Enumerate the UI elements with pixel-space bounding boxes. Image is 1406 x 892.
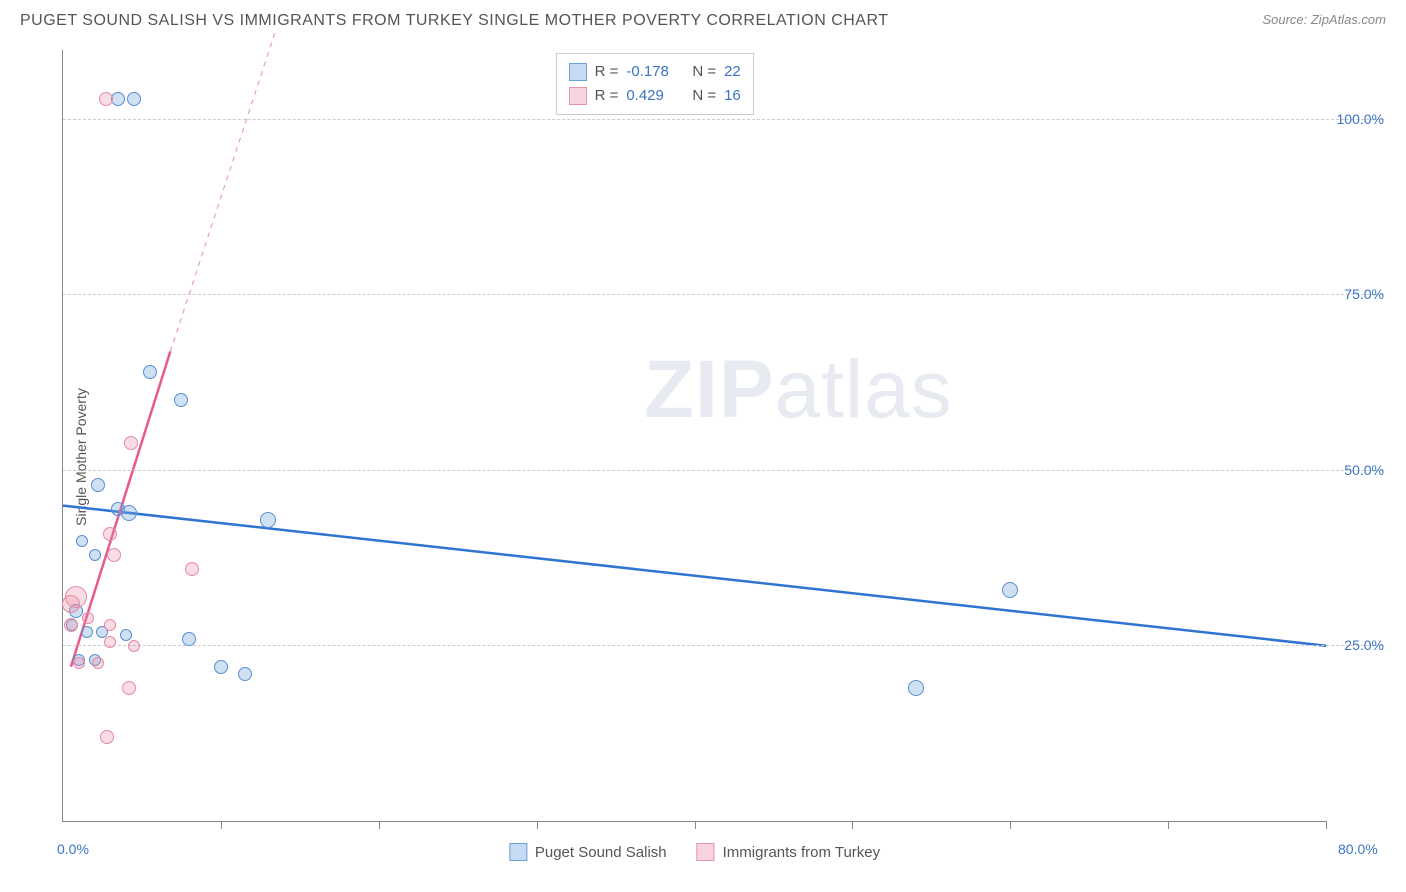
y-tick-label: 100.0% bbox=[1337, 111, 1384, 127]
x-tick bbox=[1326, 821, 1327, 829]
series-legend: Puget Sound Salish Immigrants from Turkey bbox=[509, 843, 880, 861]
r-label: R = bbox=[595, 84, 619, 108]
data-point bbox=[104, 619, 116, 631]
x-tick-label: 80.0% bbox=[1338, 841, 1378, 857]
legend-label: Immigrants from Turkey bbox=[723, 844, 881, 861]
legend-item: Puget Sound Salish bbox=[509, 843, 667, 861]
x-tick bbox=[221, 821, 222, 829]
data-point bbox=[124, 436, 138, 450]
data-point bbox=[73, 657, 85, 669]
data-point bbox=[238, 667, 252, 681]
data-point bbox=[81, 626, 93, 638]
gridline: 100.0% bbox=[63, 119, 1384, 120]
data-point bbox=[214, 660, 228, 674]
gridline: 50.0% bbox=[63, 470, 1384, 471]
legend-swatch bbox=[697, 843, 715, 861]
r-label: R = bbox=[595, 60, 619, 84]
x-tick-label: 0.0% bbox=[57, 841, 89, 857]
data-point bbox=[182, 632, 196, 646]
watermark-rest: atlas bbox=[775, 344, 953, 435]
source-label: Source: ZipAtlas.com bbox=[1262, 12, 1386, 27]
n-value: 16 bbox=[724, 84, 741, 108]
watermark-bold: ZIP bbox=[644, 344, 775, 435]
data-point bbox=[107, 548, 121, 562]
chart-title: PUGET SOUND SALISH VS IMMIGRANTS FROM TU… bbox=[20, 12, 889, 30]
legend-label: Puget Sound Salish bbox=[535, 844, 667, 861]
gridline: 75.0% bbox=[63, 294, 1384, 295]
legend-swatch bbox=[569, 63, 587, 81]
data-point bbox=[62, 595, 80, 613]
data-point bbox=[122, 681, 136, 695]
legend-swatch bbox=[509, 843, 527, 861]
source-prefix: Source: bbox=[1262, 12, 1310, 27]
plot-area: ZIPatlas 25.0%50.0%75.0%100.0%0.0%80.0%R… bbox=[62, 50, 1326, 822]
r-value: 0.429 bbox=[626, 84, 678, 108]
data-point bbox=[76, 535, 88, 547]
data-point bbox=[128, 640, 140, 652]
x-tick bbox=[1010, 821, 1011, 829]
data-point bbox=[91, 478, 105, 492]
data-point bbox=[908, 680, 924, 696]
x-tick bbox=[695, 821, 696, 829]
y-tick-label: 25.0% bbox=[1344, 637, 1384, 653]
r-value: -0.178 bbox=[626, 60, 678, 84]
source-value: ZipAtlas.com bbox=[1311, 12, 1386, 27]
x-tick bbox=[1168, 821, 1169, 829]
data-point bbox=[143, 365, 157, 379]
data-point bbox=[185, 562, 199, 576]
n-value: 22 bbox=[724, 60, 741, 84]
n-label: N = bbox=[692, 60, 716, 84]
x-tick bbox=[379, 821, 380, 829]
legend-row: R = -0.178 N = 22 bbox=[569, 60, 741, 84]
y-tick-label: 50.0% bbox=[1344, 462, 1384, 478]
watermark: ZIPatlas bbox=[644, 343, 953, 437]
data-point bbox=[100, 730, 114, 744]
chart-container: Single Mother Poverty ZIPatlas 25.0%50.0… bbox=[20, 42, 1386, 872]
data-point bbox=[92, 657, 104, 669]
n-label: N = bbox=[692, 84, 716, 108]
legend-row: R = 0.429 N = 16 bbox=[569, 84, 741, 108]
legend-item: Immigrants from Turkey bbox=[697, 843, 881, 861]
y-tick-label: 75.0% bbox=[1344, 286, 1384, 302]
trend-lines bbox=[63, 50, 1326, 821]
data-point bbox=[111, 92, 125, 106]
legend-swatch bbox=[569, 87, 587, 105]
data-point bbox=[174, 393, 188, 407]
x-tick bbox=[537, 821, 538, 829]
data-point bbox=[104, 636, 116, 648]
data-point bbox=[260, 512, 276, 528]
data-point bbox=[82, 612, 94, 624]
data-point bbox=[1002, 582, 1018, 598]
data-point bbox=[121, 505, 137, 521]
gridline: 25.0% bbox=[63, 645, 1384, 646]
data-point bbox=[103, 527, 117, 541]
data-point bbox=[127, 92, 141, 106]
data-point bbox=[99, 92, 113, 106]
data-point bbox=[64, 618, 78, 632]
correlation-legend: R = -0.178 N = 22 R = 0.429 N = 16 bbox=[556, 53, 754, 115]
x-tick bbox=[852, 821, 853, 829]
data-point bbox=[89, 549, 101, 561]
